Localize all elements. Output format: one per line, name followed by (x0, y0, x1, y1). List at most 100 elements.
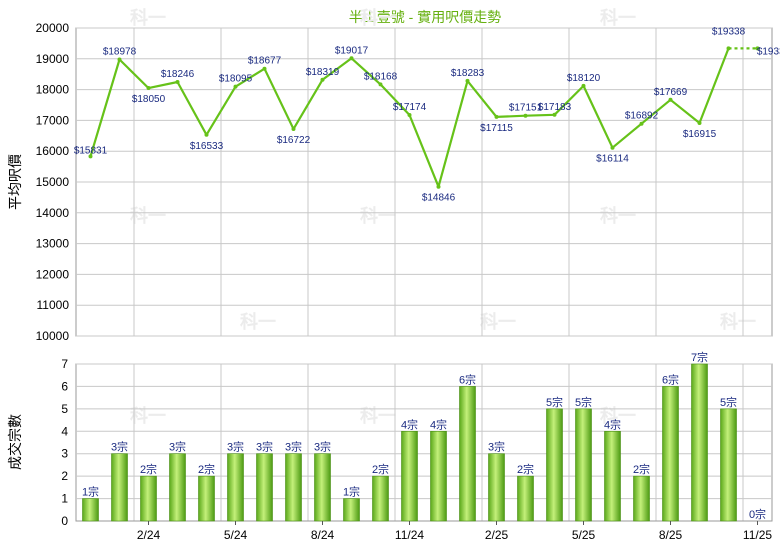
count-bar (430, 430, 447, 522)
x-tick-label: 11/24 (395, 528, 424, 542)
watermark-text: 科一 (130, 405, 166, 426)
watermark-text: 科一 (720, 311, 756, 332)
count-data-label: 2宗 (198, 462, 215, 476)
price-y-tick-label: 15000 (36, 175, 70, 189)
price-data-label: $19338 (712, 26, 746, 37)
count-bar (314, 453, 331, 522)
price-point (552, 112, 557, 117)
count-data-label: 3宗 (169, 440, 186, 454)
price-point (494, 114, 499, 119)
count-data-label: 3宗 (227, 440, 244, 454)
count-bar (343, 498, 360, 522)
price-point (320, 77, 325, 82)
count-bar (140, 475, 157, 522)
price-point (610, 145, 615, 150)
price-data-label: $15831 (74, 145, 108, 156)
count-bar (227, 453, 244, 522)
watermark-text: 科一 (600, 7, 636, 28)
count-bar (546, 408, 563, 522)
price-point (436, 184, 441, 189)
count-data-label: 2宗 (372, 462, 389, 476)
price-point (697, 121, 702, 126)
x-tick-label: 2/25 (485, 528, 509, 542)
price-data-label: $17151 (509, 103, 543, 114)
count-bar (256, 453, 273, 522)
price-point (407, 113, 412, 118)
price-data-label: $16114 (596, 154, 629, 165)
count-y-tick-label: 5 (61, 402, 68, 416)
count-data-label: 3宗 (488, 440, 505, 454)
count-bar (662, 386, 679, 522)
x-tick-label: 2/24 (137, 528, 161, 542)
watermark-text: 科一 (480, 311, 516, 332)
price-point (349, 56, 354, 61)
price-point (378, 82, 383, 87)
x-tick-label: 5/25 (572, 528, 596, 542)
price-y-tick-label: 18000 (36, 83, 70, 97)
price-data-label: $18095 (219, 74, 253, 85)
count-bar (285, 453, 302, 522)
price-point (233, 84, 238, 89)
watermark-text: 科一 (600, 205, 636, 226)
count-bar (517, 475, 534, 522)
count-data-label: 3宗 (111, 440, 128, 454)
count-plot: 0 1 2 3 4 5 6 7 1宗 3宗 2宗 3宗 2宗 3宗 3宗 3宗 3宗 1宗 2宗 4宗 4宗 6宗 3宗 2宗… (61, 350, 773, 542)
price-data-label: $18246 (161, 69, 195, 80)
count-data-label: 7宗 (691, 350, 708, 364)
price-point (523, 113, 528, 118)
price-data-label: $19338 (757, 46, 780, 57)
price-plot: 10000 11000 12000 13000 14000 15000 16000 17000… (36, 21, 780, 521)
count-bar (372, 475, 389, 522)
count-data-label: 5宗 (720, 395, 737, 409)
count-data-label: 5宗 (546, 395, 563, 409)
price-data-label: $17174 (393, 102, 427, 113)
count-y-tick-label: 2 (61, 469, 68, 483)
count-bar (459, 386, 476, 522)
count-y-tick-label: 7 (61, 357, 68, 371)
watermark-text: 科一 (240, 311, 276, 332)
chart-title: 半山壹號 - 實用呎價走勢 (349, 9, 501, 25)
count-bar (111, 453, 128, 522)
watermark-text: 科一 (360, 7, 396, 28)
price-data-label: $16722 (277, 135, 311, 146)
price-data-label: $18168 (364, 71, 398, 82)
watermark-text: 科一 (130, 205, 166, 226)
price-y-axis-label: 平均呎價 (7, 154, 23, 210)
price-data-label: $17183 (538, 102, 572, 113)
price-data-label: $18283 (451, 68, 485, 79)
price-data-label: $17115 (480, 123, 513, 134)
count-data-label: 2宗 (140, 462, 157, 476)
count-data-label: 3宗 (256, 440, 273, 454)
count-data-label: 6宗 (662, 372, 679, 386)
count-bar (575, 408, 592, 522)
count-y-tick-label: 3 (61, 447, 68, 461)
price-y-tick-label: 17000 (36, 113, 70, 127)
count-y-tick-label: 1 (61, 492, 68, 506)
count-y-tick-label: 0 (61, 514, 68, 528)
count-data-label: 5宗 (575, 395, 592, 409)
count-bar (198, 475, 215, 522)
count-data-label: 4宗 (430, 417, 447, 431)
count-data-label: 3宗 (314, 440, 331, 454)
x-tick-label: 8/25 (659, 528, 683, 542)
x-tick-label: 11/25 (743, 528, 772, 542)
price-y-tick-label: 20000 (36, 21, 70, 35)
count-y-axis-label: 成交宗數 (7, 414, 23, 470)
price-data-label: $19017 (335, 45, 369, 56)
price-data-label: $16892 (625, 111, 659, 122)
count-data-label: 4宗 (401, 417, 418, 431)
price-data-label: $18120 (567, 73, 601, 84)
count-data-label: 3宗 (285, 440, 302, 454)
count-data-label: 4宗 (604, 417, 621, 431)
price-point (291, 126, 296, 131)
price-point (175, 80, 180, 85)
price-data-label: $18319 (306, 67, 340, 78)
price-y-tick-label: 10000 (36, 329, 70, 343)
price-point (726, 46, 731, 51)
price-data-label: $18978 (103, 46, 137, 57)
count-y-tick-label: 6 (61, 379, 68, 393)
count-bar (720, 408, 737, 522)
count-bar (691, 363, 708, 522)
x-tick-label: 5/24 (224, 528, 248, 542)
